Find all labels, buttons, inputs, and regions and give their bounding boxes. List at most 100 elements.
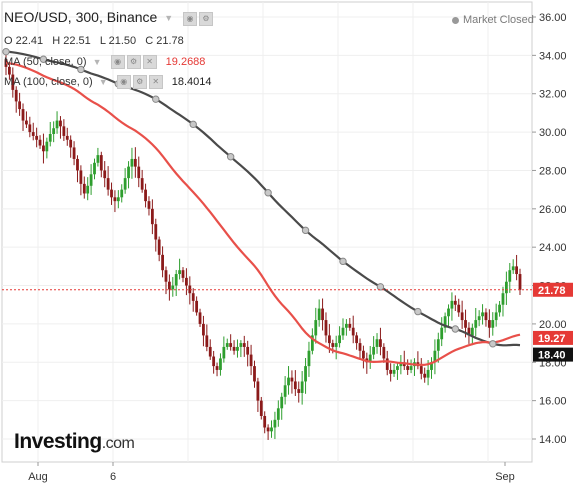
- candle-body: [423, 373, 427, 378]
- candle-body: [273, 419, 277, 428]
- y-tick-label: 36.00: [539, 12, 567, 24]
- gear-icon[interactable]: ⚙: [126, 55, 141, 69]
- candle-body: [464, 320, 467, 328]
- candle-body: [178, 270, 182, 275]
- candle-body: [137, 166, 141, 179]
- candle-body: [331, 343, 335, 347]
- candle-body: [242, 343, 246, 347]
- candle-body: [35, 135, 39, 140]
- candle-body: [144, 189, 147, 202]
- candle-body: [300, 381, 304, 393]
- candle-body: [372, 346, 376, 355]
- candle-body: [287, 377, 290, 386]
- candle-body: [310, 335, 314, 351]
- ma50-value: 19.2688: [165, 55, 206, 68]
- candle-body: [62, 126, 66, 136]
- candle-body: [96, 155, 100, 163]
- eye-icon[interactable]: ◉: [110, 55, 125, 69]
- candle-body: [11, 74, 15, 90]
- candle-body: [443, 316, 447, 328]
- candle-body: [212, 356, 216, 367]
- candle-body: [379, 339, 382, 347]
- candle-body: [89, 174, 93, 186]
- candle-body: [174, 274, 178, 286]
- ma100-legend[interactable]: MA (100, close, 0) ▼ ◉ ⚙ ✕ 18.4014: [4, 75, 212, 89]
- symbol-label: NEO/USD: [4, 9, 68, 25]
- candle-body: [290, 377, 294, 382]
- close-value: 21.78: [156, 35, 184, 47]
- candle-body: [239, 343, 243, 347]
- candle-body: [327, 335, 331, 344]
- candle-body: [150, 208, 154, 225]
- candle-body: [362, 350, 365, 359]
- eye-icon[interactable]: ◉: [116, 75, 131, 89]
- candle-body: [283, 385, 287, 397]
- candle-body: [508, 270, 512, 282]
- candle-body: [477, 316, 481, 321]
- candle-body: [93, 162, 96, 175]
- candle-body: [103, 170, 107, 179]
- candle-body: [317, 308, 321, 321]
- candle-body: [453, 300, 457, 305]
- close-icon[interactable]: ✕: [148, 75, 163, 89]
- plot-border: [1, 1, 533, 463]
- y-tick-label: 20.00: [539, 319, 567, 331]
- candle-body: [14, 89, 18, 102]
- candle-body: [334, 343, 338, 347]
- candle-body: [484, 312, 488, 321]
- candle-body: [293, 381, 297, 390]
- candle-body: [127, 166, 130, 179]
- candle-body: [65, 135, 69, 140]
- price-badge-label: 19.27: [538, 333, 566, 345]
- candle-body: [433, 350, 437, 363]
- ma50-label: MA (50, close, 0): [4, 55, 87, 68]
- candle-body: [157, 239, 161, 255]
- candle-body: [130, 158, 134, 167]
- ma100-marker: [301, 226, 310, 235]
- candle-body: [409, 366, 413, 370]
- chevron-down-icon[interactable]: ▼: [164, 13, 174, 24]
- ma50-legend[interactable]: MA (50, close, 0) ▼ ◉ ⚙ ✕ 19.2688: [4, 55, 205, 69]
- close-icon[interactable]: ✕: [142, 55, 157, 69]
- candle-body: [253, 366, 256, 382]
- candle-body: [202, 323, 205, 336]
- candle-body: [205, 335, 209, 347]
- moving-averages: [2, 47, 532, 367]
- ma100-marker: [376, 283, 385, 291]
- candle-body: [447, 308, 450, 317]
- candle-body: [167, 281, 171, 290]
- candle-body: [389, 369, 393, 374]
- eye-icon[interactable]: ◉: [183, 12, 198, 27]
- candle-body: [457, 304, 461, 313]
- candle-body: [25, 120, 28, 125]
- candle-body: [467, 327, 471, 336]
- gear-icon[interactable]: ⚙: [132, 75, 147, 89]
- candle-body: [304, 366, 307, 382]
- candle-body: [52, 128, 56, 135]
- candle-body: [110, 189, 113, 198]
- ma100-marker: [339, 257, 347, 266]
- candle-body: [28, 124, 32, 133]
- low-value: 21.50: [108, 35, 137, 47]
- candle-body: [504, 281, 508, 294]
- ma50-line: [5, 62, 521, 367]
- candle-body: [185, 277, 188, 286]
- gear-icon[interactable]: ⚙: [199, 12, 214, 27]
- candle-body: [171, 285, 175, 290]
- candle-body: [99, 155, 103, 171]
- y-tick-label: 28.00: [539, 165, 567, 177]
- price-badge-label: 18.40: [538, 350, 566, 362]
- candle-body: [38, 139, 42, 146]
- candle-body: [358, 343, 362, 351]
- chevron-down-icon[interactable]: ▼: [92, 57, 102, 67]
- candle-body: [344, 323, 348, 328]
- candle-body: [280, 396, 284, 409]
- chevron-down-icon[interactable]: ▼: [98, 77, 108, 87]
- market-status: Market Closed: [452, 14, 534, 26]
- candle-body: [419, 366, 423, 374]
- candle-body: [321, 308, 324, 321]
- price-badge: [533, 330, 573, 345]
- candle-body: [474, 320, 478, 328]
